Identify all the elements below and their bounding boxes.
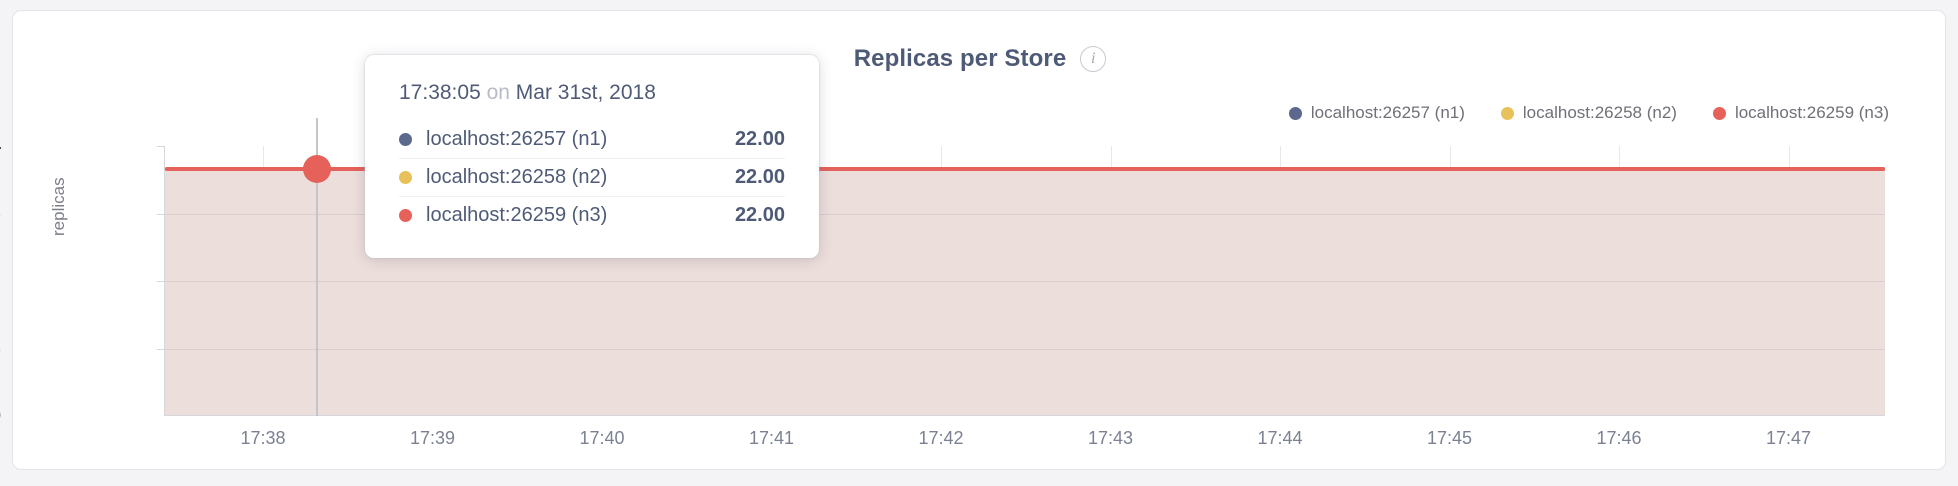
legend-color-dot [1500, 106, 1514, 120]
tooltip-series-value: 22.00 [734, 204, 785, 226]
y-axis-tick-mark [157, 281, 165, 282]
gridline-horizontal [165, 213, 1885, 215]
gridline-horizontal [165, 281, 1885, 282]
chart-header: Replicas per Store i [13, 45, 1947, 73]
tooltip-series-row: localhost:26258 (n2) 22.00 [399, 158, 785, 196]
gridline-vertical-upper [1449, 146, 1451, 169]
y-axis-tick-label: 0 [0, 406, 1, 427]
tooltip-series-value: 22.00 [734, 128, 785, 150]
x-axis-tick-label: 17:46 [1596, 428, 1642, 448]
tooltip-time: 17:38:05 [399, 81, 481, 104]
hover-tooltip: 17:38:05 on Mar 31st, 2018 localhost:262… [365, 55, 819, 258]
hover-cursor-line [316, 118, 318, 416]
x-axis-tick-label: 17:43 [1087, 428, 1134, 448]
tooltip-on-word: on [486, 81, 510, 104]
legend-label: localhost:26259 (n3) [1734, 103, 1889, 122]
gridline-vertical-upper [1619, 146, 1620, 169]
legend-color-dot [1288, 106, 1302, 120]
y-axis-tick-label: 6 [0, 338, 1, 359]
tooltip-color-dot [399, 209, 412, 222]
page-title: Replicas per Store [853, 45, 1067, 72]
tooltip-series-name: localhost:26258 (n2) [426, 166, 608, 188]
legend-label: localhost:26258 (n2) [1522, 103, 1677, 122]
gridline-vertical-upper [1110, 146, 1112, 169]
tooltip-date: Mar 31st, 2018 [515, 81, 656, 104]
legend-item[interactable]: localhost:26258 (n2) [1500, 103, 1677, 123]
x-axis-tick-label: 17:41 [748, 428, 795, 448]
y-axis-title: replicas [49, 177, 68, 236]
legend-label: localhost:26257 (n1) [1310, 103, 1465, 122]
tooltip-color-dot [399, 133, 412, 146]
gridline-vertical-upper [1280, 146, 1281, 169]
gridline-horizontal [165, 348, 1885, 350]
x-axis-tick-label: 17:39 [409, 428, 456, 448]
x-axis-tick-label: 17:47 [1765, 428, 1812, 448]
legend-color-dot [1712, 106, 1726, 120]
x-axis-tick-label: 17:45 [1426, 428, 1473, 448]
info-circle-icon[interactable]: i [1080, 46, 1107, 72]
y-axis-tick-mark [157, 213, 165, 215]
tooltip-rows: localhost:26257 (n1) 22.00 localhost:26258… [399, 121, 785, 234]
tooltip-color-dot [399, 171, 412, 184]
series-line [165, 166, 1885, 171]
x-axis-tick-label: 17:44 [1257, 428, 1303, 448]
y-axis-tick-mark [157, 348, 165, 350]
legend-item[interactable]: localhost:26259 (n3) [1712, 103, 1889, 123]
y-axis-tick-mark [157, 146, 165, 147]
x-axis-tick-label: 17:42 [918, 428, 964, 448]
x-axis-line [165, 415, 1885, 416]
legend-item[interactable]: localhost:26257 (n1) [1288, 103, 1465, 123]
y-axis-tick-label: 24 [0, 136, 1, 157]
tooltip-series-row: localhost:26259 (n3) 22.00 [399, 196, 785, 234]
tooltip-series-row: localhost:26257 (n1) 22.00 [399, 121, 785, 158]
x-axis-tick-label: 17:40 [579, 428, 625, 448]
tooltip-series-name: localhost:26259 (n3) [426, 204, 608, 226]
x-axis-tick-label: 17:38 [240, 428, 286, 448]
y-axis-tick-label: 18 [0, 203, 1, 224]
gridline-vertical-upper [941, 146, 942, 169]
chart-legend: localhost:26257 (n1) localhost:26258 (n2)… [1288, 103, 1889, 123]
tooltip-timestamp: 17:38:05 on Mar 31st, 2018 [399, 81, 785, 105]
tooltip-series-name: localhost:26257 (n1) [426, 128, 608, 150]
tooltip-series-value: 22.00 [734, 166, 785, 188]
gridline-vertical-upper [1788, 146, 1790, 169]
gridline-vertical-upper [263, 146, 264, 169]
chart-card: Replicas per Store i localhost:26257 (n1… [0, 10, 1947, 470]
y-axis-tick-label: 12 [0, 271, 1, 292]
